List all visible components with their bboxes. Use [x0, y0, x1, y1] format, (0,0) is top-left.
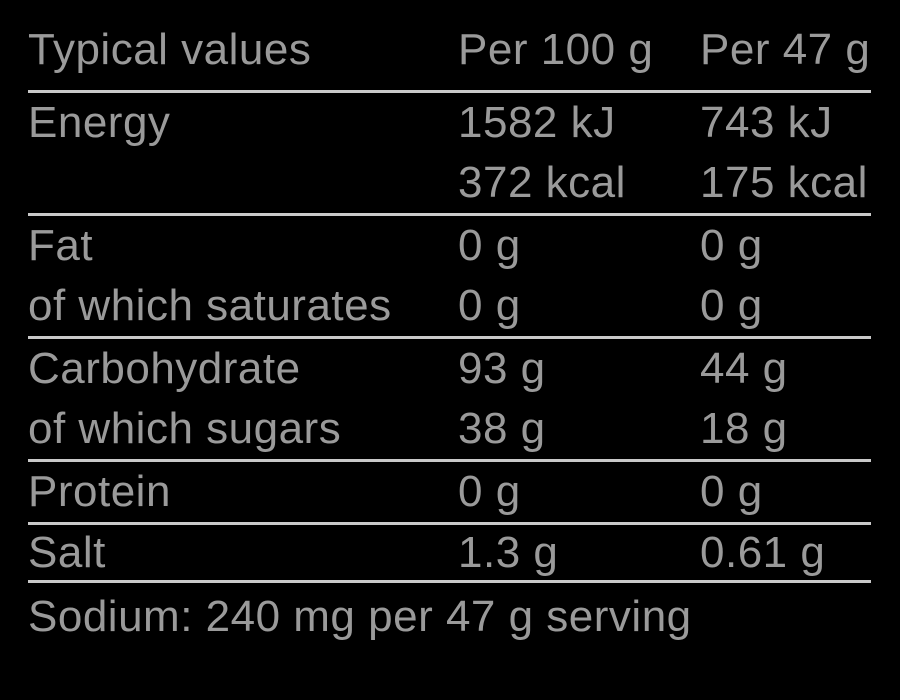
table-row-energy-kj: Energy 1582 kJ 743 kJ [28, 93, 871, 153]
value-per47: 0 g [700, 281, 763, 330]
row-label: Energy [28, 98, 171, 147]
row-label: Fat [28, 221, 94, 270]
value-per47: 0.61 g [700, 527, 826, 577]
table-row-energy-kcal: 372 kcal 175 kcal [28, 153, 871, 213]
value-per100: 372 kcal [458, 158, 626, 207]
group-energy: Energy 1582 kJ 743 kJ 372 kcal 175 kcal [28, 90, 871, 213]
row-label: Salt [28, 527, 106, 577]
nutrition-table: Typical values Per 100 g Per 47 g Energy… [28, 0, 871, 651]
value-per47: 175 kcal [700, 158, 868, 207]
sodium-footnote-row: Sodium: 240 mg per 47 g serving [28, 580, 871, 651]
value-per100: 0 g [458, 467, 521, 516]
value-per100: 38 g [458, 404, 546, 453]
value-per100: 1.3 g [458, 527, 559, 577]
table-row-saturates: of which saturates 0 g 0 g [28, 276, 871, 336]
header-per-100g: Per 100 g [458, 25, 654, 74]
value-per100: 0 g [458, 221, 521, 270]
table-header-row: Typical values Per 100 g Per 47 g [28, 0, 871, 90]
row-label: of which sugars [28, 404, 342, 453]
table-row-fat: Fat 0 g 0 g [28, 216, 871, 276]
group-protein: Protein 0 g 0 g [28, 459, 871, 522]
value-per47: 0 g [700, 221, 763, 270]
table-row-sugars: of which sugars 38 g 18 g [28, 399, 871, 459]
header-typical-values: Typical values [28, 25, 312, 74]
row-label: Carbohydrate [28, 344, 301, 393]
sodium-footnote: Sodium: 240 mg per 47 g serving [28, 592, 692, 641]
value-per100: 0 g [458, 281, 521, 330]
value-per47: 743 kJ [700, 98, 833, 147]
value-per100: 1582 kJ [458, 98, 616, 147]
row-label: of which saturates [28, 281, 392, 330]
group-carbohydrate: Carbohydrate 93 g 44 g of which sugars 3… [28, 336, 871, 459]
row-label: Protein [28, 467, 171, 516]
group-salt: Salt 1.3 g 0.61 g [28, 522, 871, 580]
table-row-carbohydrate: Carbohydrate 93 g 44 g [28, 339, 871, 399]
value-per47: 18 g [700, 404, 788, 453]
group-fat: Fat 0 g 0 g of which saturates 0 g 0 g [28, 213, 871, 336]
table-row-protein: Protein 0 g 0 g [28, 462, 871, 522]
value-per47: 44 g [700, 344, 788, 393]
table-row-salt: Salt 1.3 g 0.61 g [28, 525, 871, 580]
value-per100: 93 g [458, 344, 546, 393]
value-per47: 0 g [700, 467, 763, 516]
header-per-47g: Per 47 g [700, 25, 871, 74]
